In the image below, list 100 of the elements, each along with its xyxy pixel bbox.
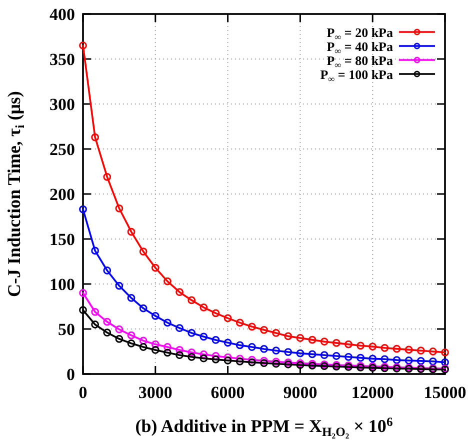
point [139, 248, 148, 256]
y-tick-label: 150 [50, 230, 75, 249]
point [248, 343, 256, 351]
point [212, 309, 220, 318]
point [344, 340, 352, 348]
point [91, 320, 100, 328]
point [79, 42, 87, 50]
point [416, 346, 425, 355]
point [79, 205, 87, 214]
point [91, 246, 100, 255]
point [248, 322, 256, 331]
y-tick-label: 0 [66, 365, 75, 384]
point [224, 356, 232, 364]
point [139, 336, 148, 345]
x-tick-label: 3000 [138, 383, 172, 402]
point [151, 346, 160, 354]
point [127, 339, 136, 348]
point [176, 346, 184, 354]
point [404, 346, 413, 354]
point [176, 324, 184, 332]
legend-label: P$_{∞}$ = 40 kPa [326, 39, 394, 56]
point [103, 318, 112, 326]
point [188, 348, 196, 356]
y-tick-label: 100 [50, 275, 75, 294]
point [284, 348, 292, 356]
point [441, 348, 449, 356]
x-tick-label: 9000 [283, 383, 318, 402]
point [224, 338, 232, 347]
point [428, 357, 437, 366]
point [392, 344, 401, 353]
point [139, 304, 148, 312]
y-tick-label: 350 [50, 50, 75, 69]
point [248, 356, 256, 364]
point [139, 343, 148, 351]
point [236, 341, 244, 350]
point [272, 329, 280, 337]
point [296, 334, 304, 342]
point [115, 325, 124, 334]
point [164, 277, 172, 286]
point [103, 172, 112, 181]
point [176, 351, 184, 360]
y-tick-label: 200 [50, 185, 75, 204]
point [79, 306, 87, 314]
point [115, 282, 124, 290]
point [200, 303, 208, 312]
point [200, 350, 208, 358]
y-tick-label: 250 [50, 140, 75, 159]
point [404, 356, 413, 364]
point [344, 352, 352, 361]
point [200, 354, 208, 362]
y-tick-label: 300 [50, 95, 75, 114]
point [79, 289, 87, 297]
point [164, 348, 172, 357]
point [164, 343, 172, 351]
x-tick-label: 6000 [210, 383, 245, 402]
point [200, 332, 208, 341]
point [212, 352, 220, 360]
point [103, 328, 112, 337]
legend-label: P$_{∞}$ = 80 kPa [326, 53, 394, 70]
point [236, 354, 244, 363]
point [392, 356, 401, 364]
point [212, 355, 220, 364]
point [320, 338, 328, 346]
point [176, 288, 184, 296]
point [260, 345, 268, 353]
point [260, 356, 268, 365]
point [380, 344, 389, 352]
point [296, 349, 304, 358]
point [151, 312, 160, 320]
point [428, 348, 437, 356]
point [151, 340, 160, 348]
point [260, 359, 268, 367]
point [308, 350, 316, 358]
point [103, 266, 112, 274]
point [368, 342, 377, 350]
point [380, 355, 389, 364]
point [224, 314, 232, 322]
point [308, 336, 316, 344]
point [115, 334, 124, 343]
legend-label: P$_{∞}$ = 100 kPa [320, 67, 394, 84]
point [91, 133, 100, 142]
point [188, 329, 196, 337]
point [164, 318, 172, 327]
point [127, 228, 136, 236]
point [320, 351, 328, 360]
y-tick-label: 400 [50, 5, 75, 24]
point [368, 354, 377, 363]
x-tick-label: 0 [78, 383, 88, 402]
point [188, 352, 196, 361]
point [236, 318, 244, 327]
point [441, 358, 449, 366]
point [91, 308, 100, 316]
point [212, 336, 220, 344]
point [224, 353, 232, 362]
x-tick-label: 15000 [424, 383, 466, 402]
point [248, 358, 256, 366]
point [127, 331, 136, 340]
point [188, 296, 196, 304]
point [260, 326, 268, 334]
legend-label: P$_{∞}$ = 20 kPa [326, 25, 394, 42]
